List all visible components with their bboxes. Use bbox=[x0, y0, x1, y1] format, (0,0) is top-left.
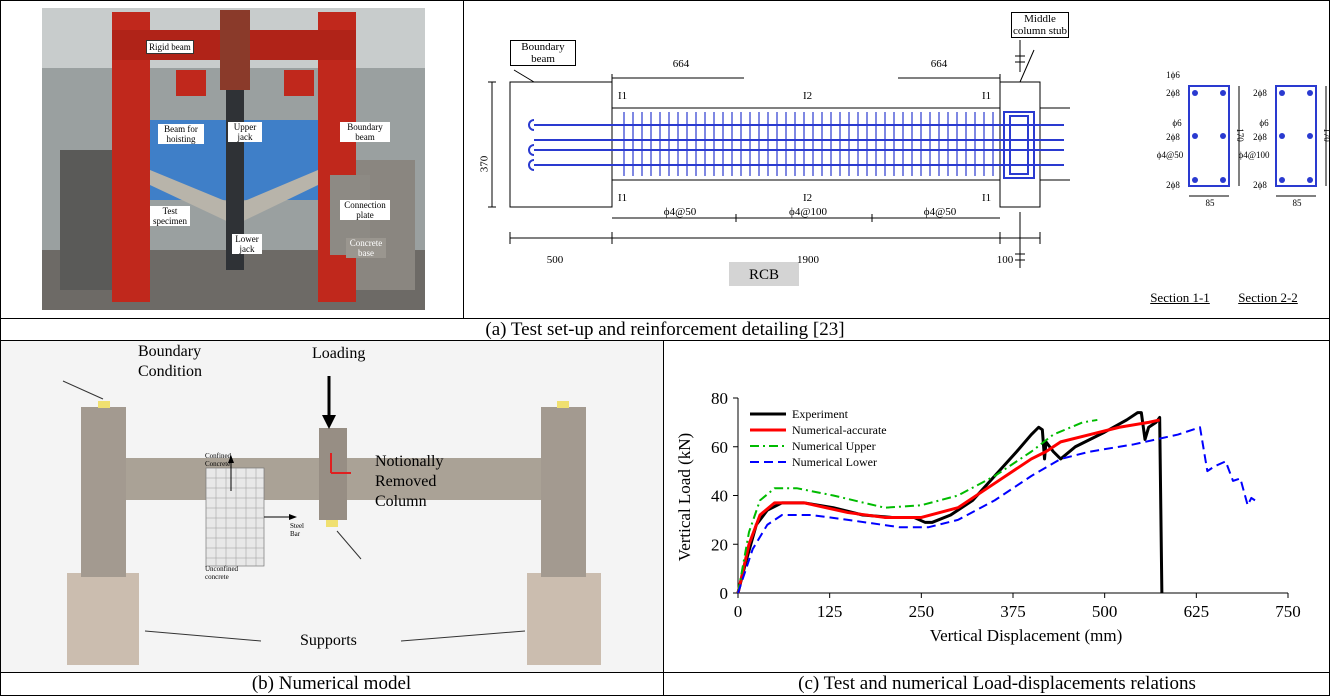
caption: (b) Numerical model bbox=[0, 673, 663, 695]
numerical-model bbox=[1, 341, 663, 672]
section-label: 2ϕ8 bbox=[1245, 180, 1275, 190]
x-tick-label: 125 bbox=[817, 602, 843, 621]
photo-label: Test specimen bbox=[150, 206, 190, 226]
photo-label: Rigid beam bbox=[146, 40, 194, 54]
figure: Rigid beam Beam for hoisting Upper jack … bbox=[0, 0, 1330, 696]
section-label: 2ϕ8 bbox=[1245, 88, 1275, 98]
legend-label: Experiment bbox=[792, 407, 849, 421]
y-tick-label: 20 bbox=[711, 535, 728, 554]
y-tick-label: 0 bbox=[720, 584, 729, 603]
section-label: 2ϕ8 bbox=[1158, 132, 1188, 142]
drawing-label: I1 bbox=[982, 192, 991, 204]
drawing-label: I2 bbox=[803, 90, 812, 102]
caption: (a) Test set-up and reinforcement detail… bbox=[0, 319, 1330, 341]
model-label: Notionally Removed Column bbox=[375, 452, 465, 512]
section-label: 1ϕ6 bbox=[1158, 70, 1188, 80]
drawing-label: I1 bbox=[618, 192, 627, 204]
drawing-label: 500 bbox=[540, 254, 570, 266]
section-label: 170 bbox=[1235, 128, 1245, 142]
section-label: 170 bbox=[1322, 128, 1330, 142]
drawing-label: 664 bbox=[924, 58, 954, 70]
drawing-label: 100 bbox=[990, 254, 1020, 266]
y-axis-label: Vertical Load (kN) bbox=[675, 433, 694, 561]
drawing-label: I1 bbox=[618, 90, 627, 102]
legend-label: Numerical Lower bbox=[792, 455, 877, 469]
model-label: Boundary Condition bbox=[138, 342, 238, 382]
drawing-label: Boundary beam bbox=[510, 40, 576, 66]
drawing-label: RCB bbox=[729, 266, 799, 284]
legend-label: Numerical-accurate bbox=[792, 423, 887, 437]
section-label: 85 bbox=[1195, 198, 1225, 208]
reinforcement-drawing bbox=[464, 0, 1329, 318]
drawing-label: I2 bbox=[803, 192, 812, 204]
photo-label: Connection plate bbox=[340, 200, 390, 220]
drawing-label: 1900 bbox=[793, 254, 823, 266]
drawing-label: Section 1-1 bbox=[1140, 292, 1220, 304]
photo-label: Beam for hoisting bbox=[158, 124, 204, 144]
x-tick-label: 375 bbox=[1000, 602, 1026, 621]
x-tick-label: 625 bbox=[1184, 602, 1210, 621]
section-label: 2ϕ8 bbox=[1245, 132, 1275, 142]
drawing-label: I1 bbox=[982, 90, 991, 102]
model-label: Unconfined concrete bbox=[205, 565, 255, 581]
caption: (c) Test and numerical Load-displacement… bbox=[664, 673, 1330, 695]
drawing-label: ϕ4@100 bbox=[785, 206, 831, 218]
section-label: ϕ4@100 bbox=[1232, 150, 1276, 160]
drawing-label: Middle column stub bbox=[1011, 12, 1069, 38]
x-tick-label: 500 bbox=[1092, 602, 1118, 621]
drawing-label: Section 2-2 bbox=[1228, 292, 1308, 304]
photo-label: Concrete base bbox=[346, 238, 386, 258]
section-label: 2ϕ8 bbox=[1158, 180, 1188, 190]
drawing-label: ϕ4@50 bbox=[920, 206, 960, 218]
photo-label: Lower jack bbox=[232, 234, 262, 254]
x-tick-label: 0 bbox=[734, 602, 743, 621]
model-label: Steel Bar bbox=[290, 522, 314, 538]
drawing-label: ϕ4@50 bbox=[660, 206, 700, 218]
legend-label: Numerical Upper bbox=[792, 439, 876, 453]
x-axis-label: Vertical Displacement (mm) bbox=[930, 626, 1123, 645]
section-label: ϕ6 bbox=[1249, 118, 1279, 128]
x-tick-label: 750 bbox=[1275, 602, 1301, 621]
model-label: Confined Concrete bbox=[205, 452, 245, 468]
section-label: ϕ6 bbox=[1162, 118, 1192, 128]
chart: Vertical Displacement (mm) Vertical Load… bbox=[664, 341, 1329, 672]
y-tick-label: 60 bbox=[711, 438, 728, 457]
drawing-label: 664 bbox=[666, 58, 696, 70]
drawing-label: 370 bbox=[478, 156, 490, 173]
x-tick-label: 250 bbox=[909, 602, 935, 621]
section-label: 85 bbox=[1282, 198, 1312, 208]
section-label: 2ϕ8 bbox=[1158, 88, 1188, 98]
photo-label: Upper jack bbox=[228, 122, 262, 142]
section-label: ϕ4@50 bbox=[1150, 150, 1190, 160]
photo bbox=[0, 0, 463, 318]
y-tick-label: 40 bbox=[711, 487, 728, 506]
model-label: Loading bbox=[312, 344, 365, 364]
model-label: Supports bbox=[300, 631, 357, 651]
photo-label: Boundary beam bbox=[340, 122, 390, 142]
y-tick-label: 80 bbox=[711, 389, 728, 408]
